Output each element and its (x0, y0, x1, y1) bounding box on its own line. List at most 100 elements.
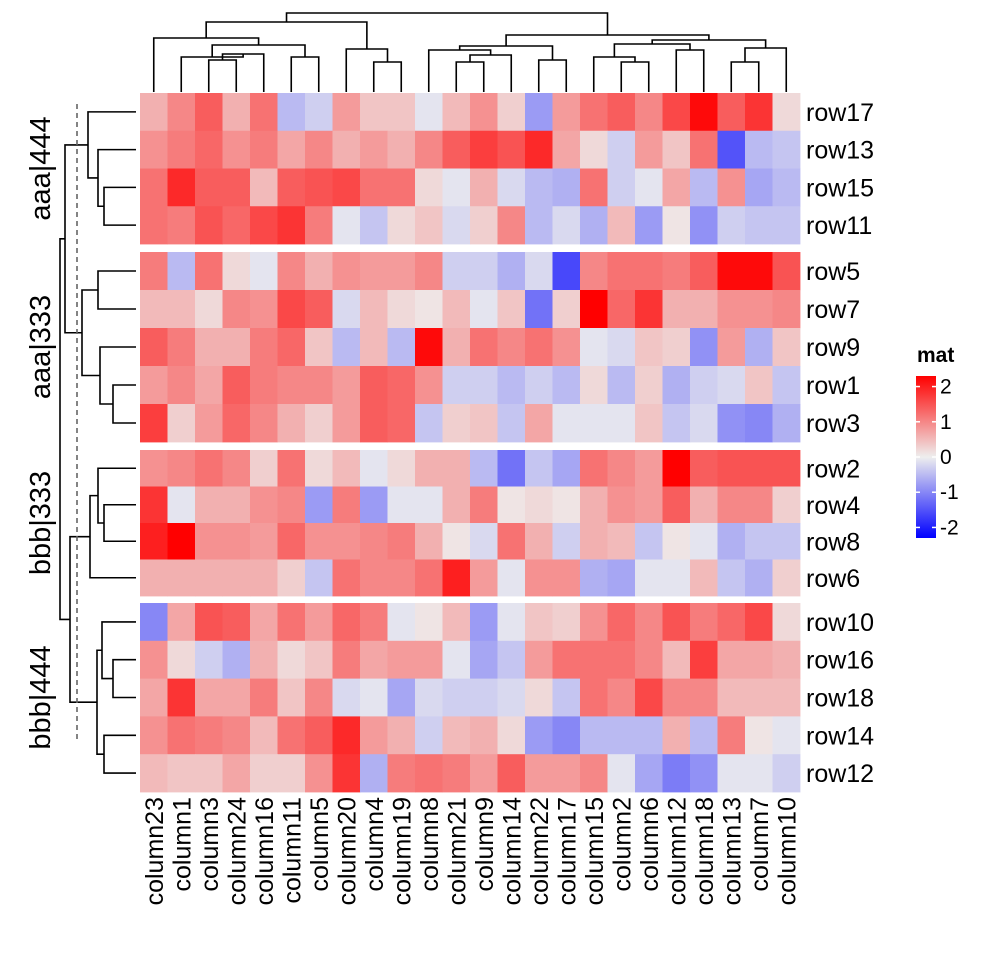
heatmap-cell (277, 450, 306, 487)
heatmap-cell (470, 130, 498, 169)
heatmap-cell (250, 559, 278, 597)
heatmap-cell (635, 559, 663, 597)
heatmap-cell (717, 450, 746, 487)
heatmap-cell (387, 603, 416, 642)
heatmap-cell (415, 366, 443, 405)
heatmap-cell (662, 486, 691, 524)
heatmap-cell (470, 523, 498, 560)
heatmap-cell (140, 130, 168, 169)
heatmap-cell (140, 404, 168, 443)
heatmap-cell (662, 404, 691, 443)
heatmap-cell (195, 486, 223, 524)
column-label: column15 (581, 797, 609, 905)
heatmap-cell (552, 206, 581, 245)
heatmap-cell (525, 366, 553, 405)
heatmap-cell (772, 206, 801, 245)
heatmap-cell (745, 404, 773, 443)
heatmap-cell (772, 252, 801, 291)
heatmap-cell (607, 93, 636, 132)
dendrogram-branch (87, 111, 136, 179)
heatmap-cell (140, 290, 168, 329)
heatmap-cell (195, 523, 223, 560)
heatmap-cell (717, 130, 746, 169)
heatmap-cell (332, 559, 361, 597)
heatmap-cell (140, 640, 168, 679)
heatmap-cell (607, 404, 636, 443)
heatmap-cell (552, 754, 581, 793)
heatmap-cell (772, 168, 801, 207)
heatmap-cell (277, 640, 306, 679)
heatmap-cell (552, 366, 581, 405)
heatmap-cell (580, 559, 608, 597)
column-labels: column23 column1 column3 column24 column16 co… (141, 797, 802, 905)
heatmap-cell (690, 559, 718, 597)
heatmap-cell (250, 640, 278, 679)
heatmap-cell (195, 93, 223, 132)
column-label: column17 (553, 797, 581, 905)
heatmap-cell (525, 523, 553, 560)
heatmap-cell (250, 486, 278, 524)
dendrogram-branch (211, 44, 306, 57)
heatmap-cell (580, 640, 608, 679)
legend-color-bar (916, 376, 936, 538)
heatmap-cell (332, 168, 361, 207)
heatmap-cell (332, 754, 361, 793)
heatmap-cell (470, 206, 498, 245)
heatmap-cell (662, 640, 691, 679)
heatmap-cell (690, 366, 718, 405)
heatmap-cell (387, 328, 416, 367)
heatmap-cell (387, 168, 416, 207)
heatmap-cell (717, 486, 746, 524)
column-label: column19 (388, 797, 416, 905)
heatmap-cell (662, 754, 691, 793)
dendrogram-branch (537, 59, 568, 92)
heatmap-cell (360, 93, 388, 132)
heatmap-cell (222, 716, 251, 755)
heatmap-cell (277, 252, 306, 291)
heatmap-cell (662, 168, 691, 207)
heatmap-cell (222, 754, 251, 793)
column-label: column4 (361, 797, 389, 892)
heatmap-cell (387, 450, 416, 487)
heatmap-cell (525, 290, 553, 329)
heatmap-cell (690, 130, 718, 169)
heatmap-cell (222, 486, 251, 524)
heatmap-cell (525, 754, 553, 793)
heatmap-cell (305, 328, 333, 367)
heatmap-cell (360, 523, 388, 560)
heatmap-cell (497, 93, 526, 132)
dendrogram-branch (744, 47, 788, 92)
heatmap-cell (387, 93, 416, 132)
dendrogram-branch (285, 12, 609, 35)
heatmap-cell (607, 754, 636, 793)
heatmap-cell (497, 678, 526, 717)
heatmap-cell (497, 640, 526, 679)
heatmap-cell (332, 603, 361, 642)
heatmap-cell (525, 559, 553, 597)
heatmap-cell (717, 328, 746, 367)
heatmap-cell (580, 93, 608, 132)
row-label: row11 (806, 212, 872, 240)
heatmap-cell (250, 252, 278, 291)
heatmap-cell (195, 559, 223, 597)
heatmap-cell (497, 523, 526, 560)
heatmap-cell (525, 252, 553, 291)
heatmap-cell (387, 678, 416, 717)
heatmap-cell (497, 328, 526, 367)
heatmap-cell (442, 168, 471, 207)
heatmap-cell (387, 640, 416, 679)
heatmap-cell (580, 678, 608, 717)
heatmap-cell (580, 366, 608, 405)
column-label: column24 (223, 797, 251, 905)
heatmap-cell (552, 640, 581, 679)
heatmap-cell (140, 603, 168, 642)
heatmap-cell (277, 328, 306, 367)
heatmap-cell (222, 450, 251, 487)
heatmap-cell (250, 450, 278, 487)
heatmap-cell (552, 168, 581, 207)
column-label: column10 (773, 797, 801, 905)
heatmap-cell (415, 130, 443, 169)
heatmap-cell (635, 404, 663, 443)
heatmap-cell (305, 93, 333, 132)
